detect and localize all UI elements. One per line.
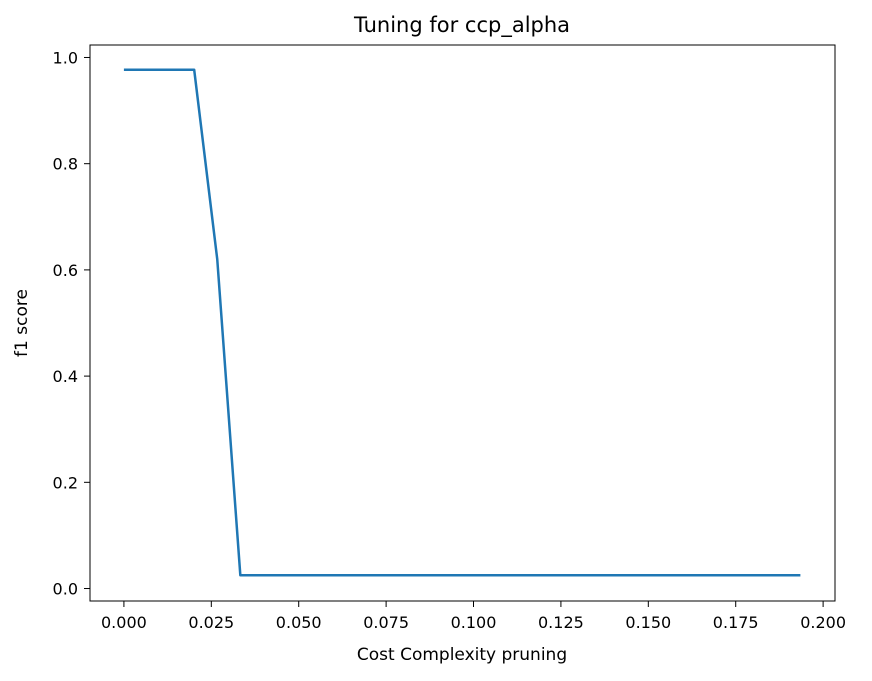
x-tick-label: 0.100 — [451, 613, 497, 632]
x-tick-label: 0.175 — [713, 613, 759, 632]
x-axis-label: Cost Complexity pruning — [357, 645, 567, 665]
y-tick-label: 0.0 — [53, 580, 78, 599]
axes-frame — [89, 44, 836, 602]
y-tick-label: 0.4 — [53, 367, 78, 386]
x-tick-label: 0.025 — [188, 613, 234, 632]
y-tick-label: 0.6 — [53, 261, 78, 280]
y-tick-label: 0.2 — [53, 473, 78, 492]
y-axis-label: f1 score — [12, 289, 32, 357]
x-tick-label: 0.075 — [363, 613, 409, 632]
series-line — [123, 68, 801, 577]
x-tick-label: 0.200 — [800, 613, 846, 632]
y-axis: 0.0 0.2 0.4 0.6 0.8 1.0 — [53, 48, 90, 599]
chart-title: Tuning for ccp_alpha — [353, 13, 570, 38]
y-tick-label: 1.0 — [53, 48, 78, 67]
x-tick-label: 0.000 — [101, 613, 147, 632]
x-tick-label: 0.050 — [276, 613, 322, 632]
y-tick-label: 0.8 — [53, 155, 78, 174]
plot-series-group — [123, 68, 801, 577]
x-tick-label: 0.125 — [538, 613, 584, 632]
x-tick-label: 0.150 — [625, 613, 671, 632]
x-axis: 0.000 0.025 0.050 0.075 0.100 0.125 0.150 0.175… — [101, 601, 846, 632]
